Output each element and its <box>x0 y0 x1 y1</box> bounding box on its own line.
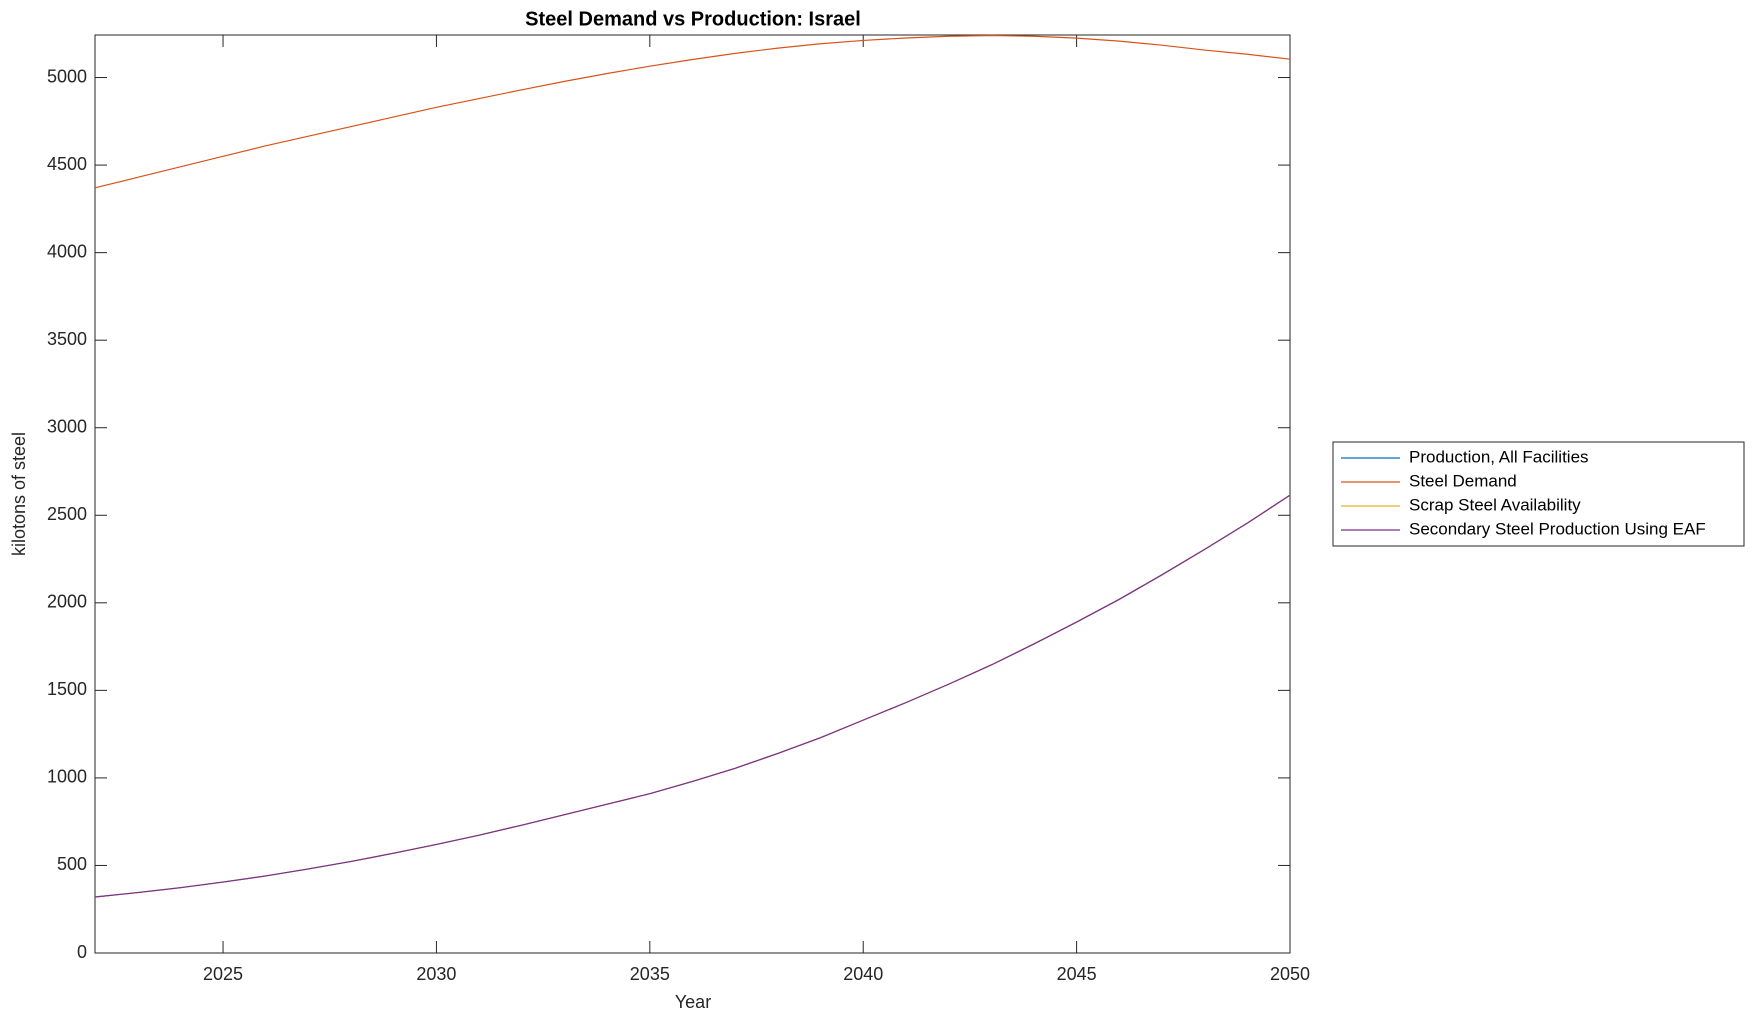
y-tick-label: 2500 <box>47 504 87 524</box>
chart-title: Steel Demand vs Production: Israel <box>525 8 861 30</box>
series-line <box>94 494 1291 898</box>
y-tick-label: 1000 <box>47 767 87 787</box>
legend-label: Scrap Steel Availability <box>1409 495 1581 514</box>
y-tick-label: 3500 <box>47 329 87 349</box>
y-tick-label: 500 <box>57 854 87 874</box>
series-line <box>94 34 1291 189</box>
y-tick-label: 4500 <box>47 154 87 174</box>
y-tick-label: 1500 <box>47 679 87 699</box>
series-line <box>94 494 1291 898</box>
x-tick-label: 2050 <box>1270 964 1310 984</box>
y-tick-label: 3000 <box>47 416 87 436</box>
y-axis-label: kilotons of steel <box>9 432 29 556</box>
legend-label: Secondary Steel Production Using EAF <box>1409 519 1706 538</box>
y-tick-label: 5000 <box>47 66 87 86</box>
x-tick-label: 2045 <box>1057 964 1097 984</box>
y-tick-label: 2000 <box>47 592 87 612</box>
plot-box <box>94 34 1291 954</box>
y-tick-label: 4000 <box>47 241 87 261</box>
x-tick-label: 2040 <box>843 964 883 984</box>
x-axis-label: Year <box>675 992 711 1012</box>
x-tick-label: 2030 <box>416 964 456 984</box>
y-tick-label: 0 <box>77 942 87 962</box>
x-tick-label: 2025 <box>203 964 243 984</box>
x-tick-label: 2035 <box>630 964 670 984</box>
legend-box <box>1332 441 1745 547</box>
series-line <box>94 494 1291 898</box>
legend-label: Production, All Facilities <box>1409 447 1589 466</box>
legend-label: Steel Demand <box>1409 471 1517 490</box>
